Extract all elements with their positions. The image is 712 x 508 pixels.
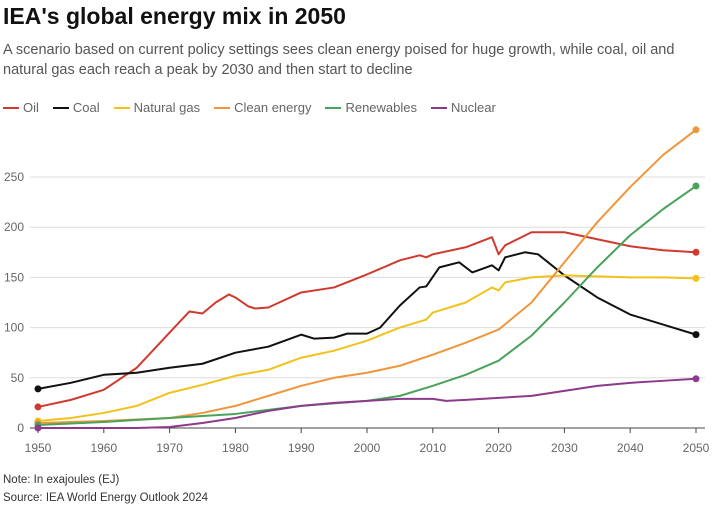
y-tick-label: 0 xyxy=(17,421,24,435)
chart-title: IEA's global energy mix in 2050 xyxy=(3,3,346,29)
legend-swatch xyxy=(3,106,19,109)
end-point-oil xyxy=(692,248,700,256)
y-tick-label: 250 xyxy=(4,170,24,184)
x-tick-label: 2000 xyxy=(354,441,381,455)
start-point-oil xyxy=(34,403,42,411)
x-tick-label: 1950 xyxy=(25,441,52,455)
y-tick-label: 50 xyxy=(11,371,25,385)
x-tick-label: 2030 xyxy=(551,441,578,455)
x-tick-label: 1960 xyxy=(90,441,117,455)
legend-label: Nuclear xyxy=(451,100,496,115)
source: Source: IEA World Energy Outlook 2024 xyxy=(3,492,208,504)
series-line-renewables xyxy=(37,185,697,426)
end-point-natural-gas xyxy=(692,274,700,282)
legend-item: Natural gas xyxy=(113,100,201,115)
x-tick-label: 1970 xyxy=(156,441,183,455)
series-line-oil xyxy=(37,231,697,408)
legend-item: Renewables xyxy=(325,100,417,115)
legend-label: Clean energy xyxy=(234,100,312,115)
legend-item: Clean energy xyxy=(214,100,311,115)
series-line-clean-energy xyxy=(37,129,697,424)
series-line-natural-gas xyxy=(37,274,697,422)
legend-label: Renewables xyxy=(345,100,417,115)
x-tick-label: 2010 xyxy=(419,441,446,455)
legend-label: Coal xyxy=(72,100,100,115)
legend-swatch xyxy=(214,106,231,109)
legend: Oil Coal Natural gas Clean energy Renewables… xyxy=(3,100,496,115)
legend-swatch xyxy=(431,106,447,109)
end-point-coal xyxy=(692,331,700,339)
chart-subtitle: A scenario based on current policy setti… xyxy=(3,42,675,78)
legend-label: Oil xyxy=(23,100,39,115)
end-point-nuclear xyxy=(692,375,700,383)
x-tick-label: 2020 xyxy=(485,441,512,455)
legend-swatch xyxy=(113,106,130,109)
end-point-renewables xyxy=(692,182,700,190)
y-tick-label: 200 xyxy=(4,220,24,234)
legend-item: Nuclear xyxy=(431,100,496,115)
note: Note: In exajoules (EJ) xyxy=(3,474,120,486)
legend-item: Coal xyxy=(52,100,100,115)
legend-item: Oil xyxy=(3,100,39,115)
legend-swatch xyxy=(52,106,69,109)
x-tick-label: 2050 xyxy=(683,441,710,455)
end-point-clean-energy xyxy=(692,126,700,134)
y-tick-label: 100 xyxy=(4,321,24,335)
x-tick-label: 1980 xyxy=(222,441,249,455)
line-chart: 0 50 100 150 200 250 1950 1960 1970 1980 1990 2000 2… xyxy=(4,126,710,455)
series-line-nuclear xyxy=(38,377,697,429)
legend-swatch xyxy=(325,106,342,109)
start-point-coal xyxy=(34,385,42,393)
legend-label: Natural gas xyxy=(133,100,201,115)
x-tick-label: 2040 xyxy=(617,441,644,455)
start-point-nuclear xyxy=(34,424,42,432)
series-line-coal xyxy=(37,251,697,390)
x-tick-label: 1990 xyxy=(288,441,315,455)
y-tick-label: 150 xyxy=(4,270,24,284)
